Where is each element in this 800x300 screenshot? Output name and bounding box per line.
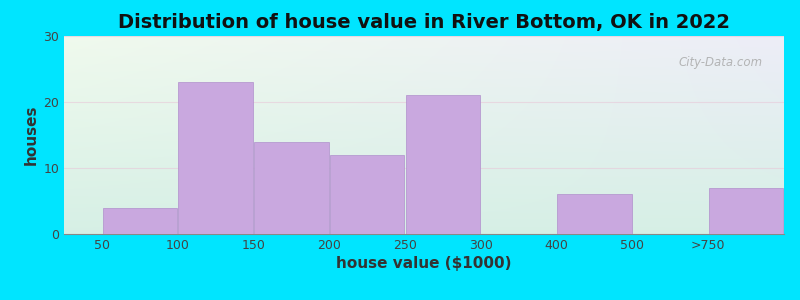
Y-axis label: houses: houses [24, 105, 39, 165]
Bar [254, 142, 329, 234]
Bar [709, 188, 783, 234]
Bar [330, 155, 404, 234]
Bar [558, 194, 632, 234]
Text: City-Data.com: City-Data.com [678, 56, 762, 69]
Title: Distribution of house value in River Bottom, OK in 2022: Distribution of house value in River Bot… [118, 13, 730, 32]
X-axis label: house value ($1000): house value ($1000) [336, 256, 512, 271]
Bar [102, 208, 177, 234]
Bar [406, 95, 480, 234]
Bar [178, 82, 253, 234]
